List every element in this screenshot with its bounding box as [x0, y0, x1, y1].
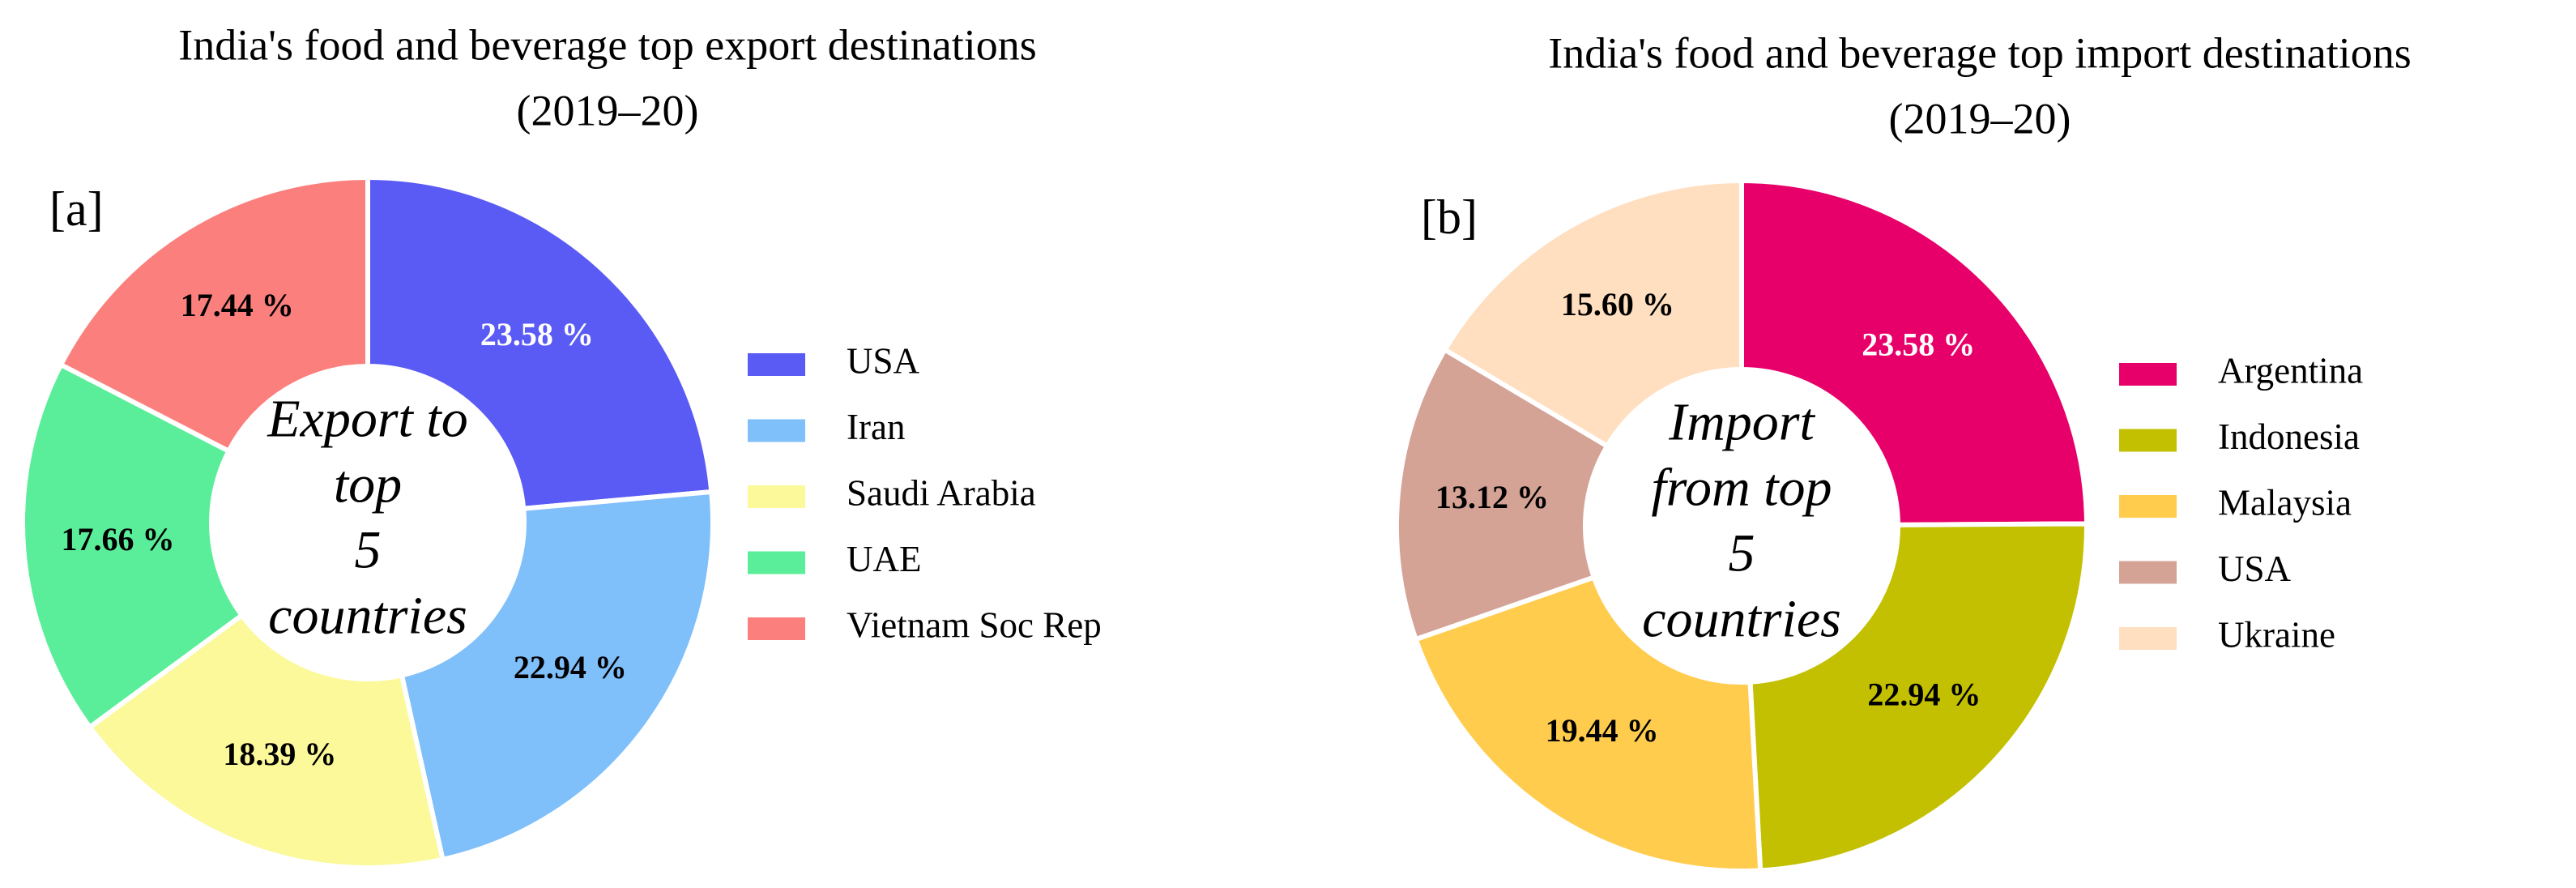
legend-label: Argentina	[2218, 350, 2363, 391]
donut-slice	[1747, 521, 2089, 873]
legend-label: Ukraine	[2218, 614, 2335, 655]
slice-label: 23.58 %	[1862, 327, 1975, 363]
chart-title: India's food and beverage top export des…	[178, 20, 1036, 69]
slice-label: 17.66 %	[61, 521, 174, 557]
legend-label: UAE	[847, 539, 921, 579]
legend-label: USA	[847, 340, 920, 381]
donut-slice	[1739, 177, 2090, 527]
legend-swatch	[2119, 363, 2177, 386]
panel-label: [b]	[1421, 190, 1478, 244]
center-text: top	[334, 455, 402, 514]
center-text: countries	[1642, 590, 1841, 649]
legend-label: Saudi Arabia	[847, 472, 1036, 513]
slice-label: 23.58 %	[480, 316, 594, 352]
center-text: Import	[1668, 393, 1815, 452]
donut-slice	[86, 612, 446, 870]
slice-label: 17.44 %	[181, 287, 294, 323]
slice-label: 22.94 %	[1867, 676, 1981, 712]
chart-subtitle: (2019–20)	[1889, 94, 2071, 143]
legend-swatch	[2119, 627, 2177, 650]
slice-label: 15.60 %	[1561, 286, 1674, 322]
center-text: 5	[355, 521, 382, 580]
donut-slice	[58, 174, 370, 455]
donut-slice	[1394, 346, 1611, 643]
legend-swatch	[748, 353, 805, 376]
center-text: Export to	[267, 390, 467, 449]
donut-slice	[20, 361, 245, 731]
legend-label: Malaysia	[2218, 482, 2352, 523]
chart-subtitle: (2019–20)	[517, 86, 699, 134]
slice-label: 19.44 %	[1546, 712, 1659, 749]
donut-slice	[1412, 574, 1764, 873]
legend-swatch	[748, 551, 805, 574]
donut-slice	[399, 489, 715, 863]
panel-label: [a]	[49, 182, 104, 236]
donut-slice	[1441, 177, 1744, 450]
legend-label: Vietnam Soc Rep	[847, 604, 1102, 645]
center-text: 5	[1729, 524, 1755, 583]
slice-label: 18.39 %	[223, 736, 336, 772]
legend-label: Indonesia	[2218, 416, 2360, 457]
center-text: from top	[1651, 459, 1832, 518]
center-text: countries	[268, 587, 467, 646]
legend-swatch	[748, 419, 805, 442]
legend-swatch	[2119, 429, 2177, 452]
legend-swatch	[2119, 495, 2177, 518]
legend-label: Iran	[847, 407, 905, 447]
slice-label: 22.94 %	[514, 649, 627, 685]
legend-label: USA	[2218, 549, 2292, 589]
legend-swatch	[748, 617, 805, 640]
slice-label: 13.12 %	[1435, 479, 1549, 515]
legend-swatch	[748, 485, 805, 508]
legend-swatch	[2119, 561, 2177, 584]
chart-title: India's food and beverage top import des…	[1548, 28, 2411, 77]
donut-slice	[365, 174, 714, 512]
